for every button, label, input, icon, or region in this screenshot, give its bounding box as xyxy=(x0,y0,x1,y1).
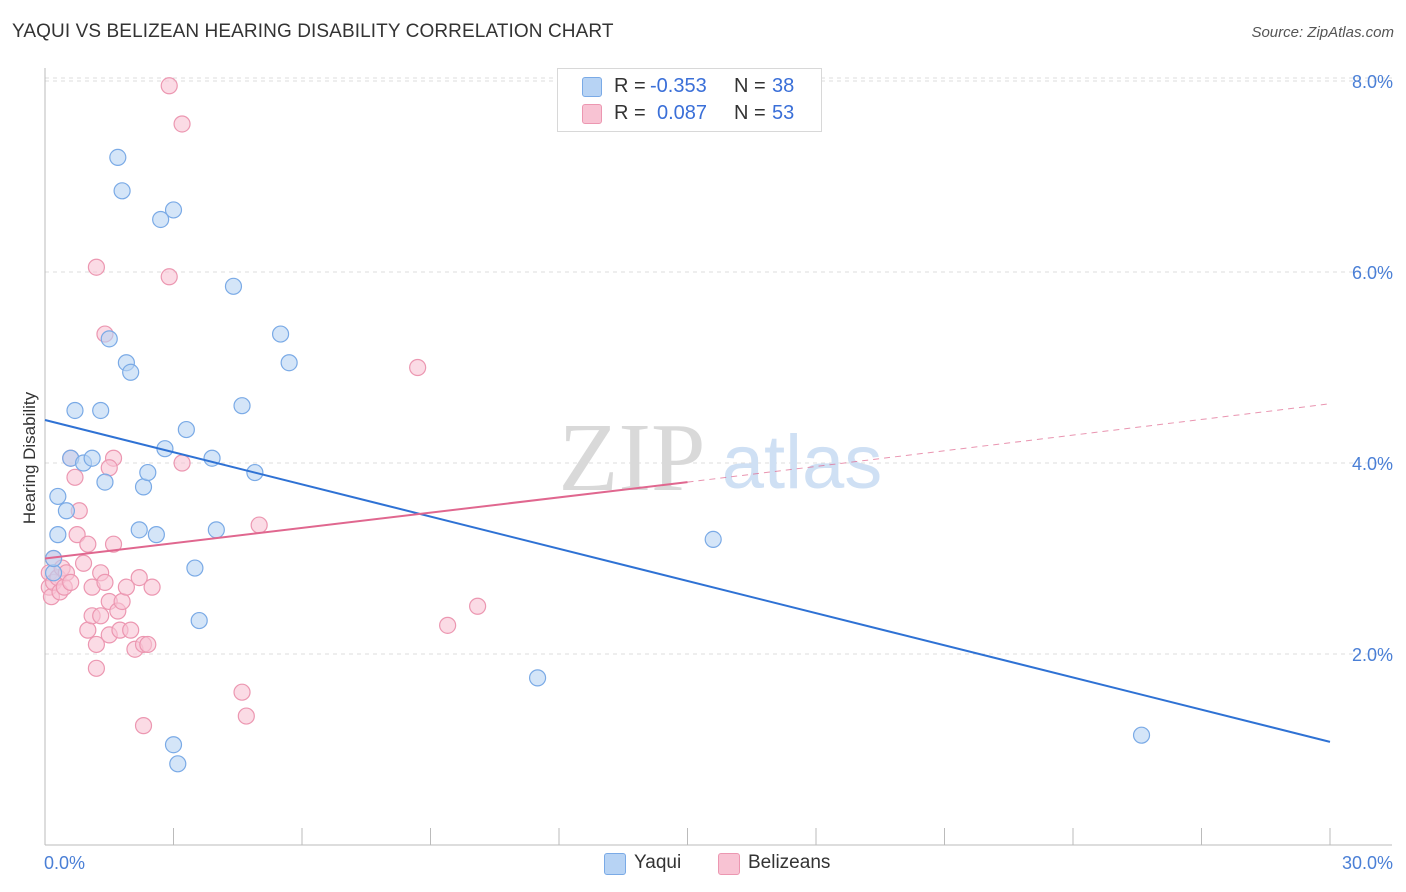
belizean-legend-label: Belizeans xyxy=(748,852,831,873)
belizean-point xyxy=(79,621,97,639)
belizean-point xyxy=(104,535,123,553)
y-axis-label: Hearing Disability xyxy=(20,391,39,524)
yaqui-point xyxy=(83,449,101,467)
yaqui-point xyxy=(49,487,67,506)
yaqui-point xyxy=(233,397,251,415)
belizean-point xyxy=(237,707,255,725)
yaqui-point xyxy=(224,277,243,295)
yaqui-point xyxy=(207,521,225,539)
legend-n-value: 38 xyxy=(772,75,795,97)
axis-layer xyxy=(44,68,1392,846)
yaqui-point xyxy=(169,755,187,773)
points-layer xyxy=(40,77,1151,773)
belizean-point xyxy=(130,568,148,587)
yaqui-point xyxy=(92,401,110,420)
watermark: ZIP atlas xyxy=(559,404,883,512)
belizean-trend-line xyxy=(44,481,688,560)
legend-r-value: 0.087 xyxy=(657,102,708,124)
belizean-point xyxy=(79,535,97,553)
belizean-point xyxy=(113,592,131,611)
yaqui-point xyxy=(152,210,170,229)
belizean-point xyxy=(87,258,106,276)
yaqui-point xyxy=(130,521,148,539)
yaqui-point xyxy=(109,148,127,166)
belizean-point xyxy=(469,597,487,615)
y-tick-label: 6.0% xyxy=(1352,263,1393,283)
yaqui-point xyxy=(113,182,131,200)
belizean-point xyxy=(68,526,86,544)
belizean-point xyxy=(87,659,106,677)
belizean-trend-extension xyxy=(687,403,1331,483)
belizean-point xyxy=(143,578,161,596)
yaqui-point xyxy=(528,669,547,687)
belizean-point xyxy=(96,573,114,591)
yaqui-point xyxy=(190,611,208,630)
yaqui-legend-label: Yaqui xyxy=(634,852,682,873)
grid-layer xyxy=(45,77,1392,655)
yaqui-point xyxy=(147,526,165,544)
x-tick-label: 30.0% xyxy=(1342,853,1393,873)
yaqui-trend-line xyxy=(44,419,1331,743)
belizean-point xyxy=(160,268,178,286)
yaqui-point xyxy=(164,736,183,754)
yaqui-point xyxy=(1132,726,1151,744)
belizean-point xyxy=(409,358,427,377)
chart-title: YAQUI VS BELIZEAN HEARING DISABILITY COR… xyxy=(12,21,614,42)
belizean-point xyxy=(66,468,84,486)
yaqui-point xyxy=(271,325,290,343)
belizean-point xyxy=(250,516,268,534)
belizean-swatch xyxy=(582,104,602,124)
trend-layer xyxy=(44,403,1331,743)
belizean-point xyxy=(100,459,118,477)
yaqui-swatch xyxy=(582,77,602,97)
yaqui-point xyxy=(122,363,140,381)
tick-labels: 2.0% 4.0% 6.0% 8.0% 0.0% 30.0% xyxy=(44,72,1393,873)
belizean-point xyxy=(173,454,191,472)
y-tick-label: 8.0% xyxy=(1352,72,1393,92)
correlation-legend: R = -0.353 N = 38 R = 0.087 N = 53 xyxy=(557,68,822,132)
legend-n-label: N = xyxy=(734,102,766,124)
belizean-point xyxy=(62,573,80,591)
x-tick-label: 0.0% xyxy=(44,853,85,873)
y-tick-label: 2.0% xyxy=(1352,645,1393,665)
yaqui-point xyxy=(44,564,63,582)
yaqui-point xyxy=(96,473,114,491)
y-tick-label: 4.0% xyxy=(1352,454,1393,474)
yaqui-point xyxy=(186,559,204,577)
legend-n-label: N = xyxy=(734,75,766,97)
yaqui-legend-swatch xyxy=(604,853,626,875)
belizean-point xyxy=(233,683,251,701)
yaqui-point xyxy=(164,201,183,219)
legend-r-label: R = xyxy=(614,102,646,124)
belizean-point xyxy=(139,635,157,654)
belizean-legend-swatch xyxy=(718,853,740,875)
yaqui-point xyxy=(134,478,153,496)
belizean-point xyxy=(134,717,153,735)
yaqui-point xyxy=(49,526,67,544)
belizean-point xyxy=(74,554,93,572)
yaqui-point xyxy=(139,463,157,482)
yaqui-point xyxy=(57,502,76,520)
watermark-atlas: atlas xyxy=(722,420,883,505)
yaqui-point xyxy=(280,354,298,372)
legend-r-value: -0.353 xyxy=(650,75,707,97)
belizean-point xyxy=(117,578,135,596)
belizean-point xyxy=(439,616,457,634)
yaqui-point xyxy=(704,530,722,549)
belizean-point xyxy=(87,635,106,654)
legend-n-value: 53 xyxy=(772,102,795,124)
belizean-point xyxy=(173,115,191,133)
yaqui-point xyxy=(66,401,84,420)
belizean-point xyxy=(92,607,110,625)
belizean-point xyxy=(122,621,140,639)
yaqui-point xyxy=(177,420,195,439)
legend-r-label: R = xyxy=(614,75,646,97)
yaqui-point xyxy=(100,330,118,348)
belizean-point xyxy=(160,77,178,95)
source-label: Source: ZipAtlas.com xyxy=(1251,24,1394,41)
